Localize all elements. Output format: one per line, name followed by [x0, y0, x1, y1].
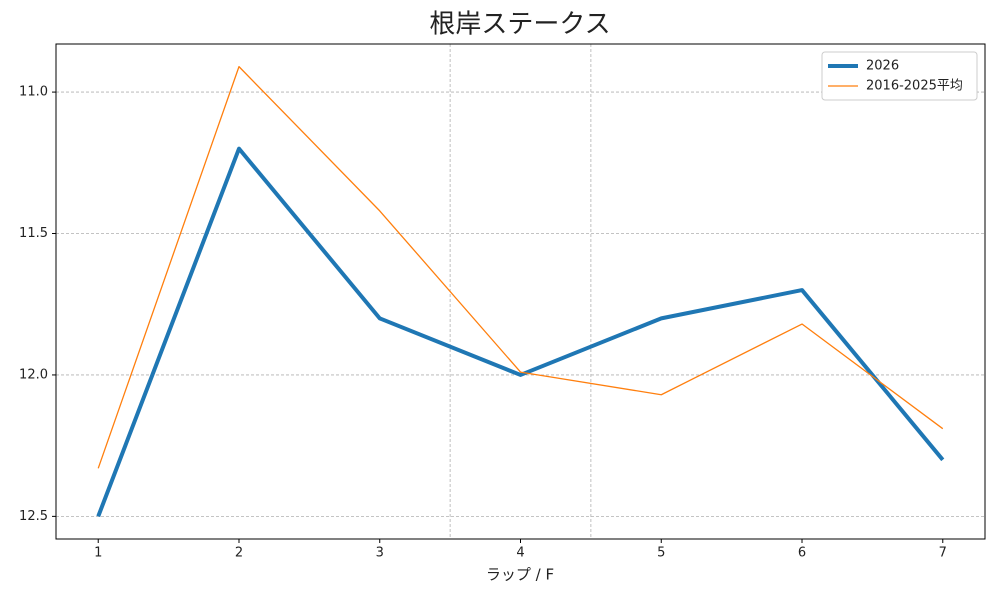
- x-tick-label: 4: [516, 546, 524, 561]
- legend-label: 2026: [866, 59, 899, 74]
- x-tick-label: 3: [376, 546, 384, 561]
- x-tick-label: 2: [235, 546, 243, 561]
- legend-label: 2016-2025平均: [866, 79, 963, 94]
- chart-title: 根岸ステークス: [429, 10, 610, 40]
- y-tick-label: 11.0: [19, 85, 48, 100]
- x-tick-label: 6: [798, 546, 806, 561]
- y-tick-label: 12.5: [19, 509, 48, 524]
- y-tick-label: 11.5: [19, 226, 48, 241]
- y-tick-label: 12.0: [19, 367, 48, 382]
- x-axis-label: ラップ / F: [486, 566, 554, 584]
- plot-frame: [55, 43, 986, 540]
- x-tick-label: 7: [939, 546, 947, 561]
- legend-box: [821, 51, 978, 101]
- x-tick-label: 1: [94, 546, 102, 561]
- data-line: [96, 146, 945, 518]
- data-line: [97, 65, 944, 469]
- x-tick-label: 5: [657, 546, 665, 561]
